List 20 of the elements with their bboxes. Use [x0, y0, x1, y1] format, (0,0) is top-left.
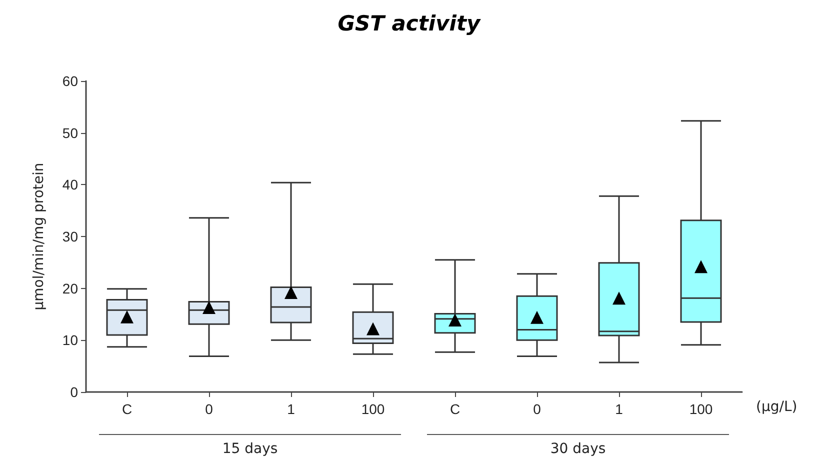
chart-title: GST activity [338, 12, 482, 36]
y-tick-label: 60 [62, 73, 78, 89]
x-axis-title: (µg/L) [756, 399, 798, 415]
y-tick-label: 30 [62, 228, 78, 244]
x-tick-label: C [122, 401, 132, 417]
x-tick-label: 1 [615, 401, 624, 417]
x-tick-label: 1 [287, 401, 296, 417]
y-axis-title: µmol/min/mg protein [31, 162, 47, 310]
x-tick-label: 0 [205, 401, 214, 417]
y-tick-label: 20 [62, 280, 78, 296]
y-tick-label: 10 [62, 332, 78, 348]
y-tick-label: 0 [70, 384, 78, 400]
x-tick-label: 100 [689, 401, 713, 417]
y-tick-label: 40 [62, 176, 78, 193]
x-tick-label: 100 [361, 401, 385, 417]
x-tick-label: C [450, 401, 460, 417]
text: 30 days [549, 441, 607, 457]
y-tick-label: 50 [62, 124, 78, 141]
x-tick-label: 0 [533, 401, 542, 417]
text: 15 days [221, 441, 279, 457]
